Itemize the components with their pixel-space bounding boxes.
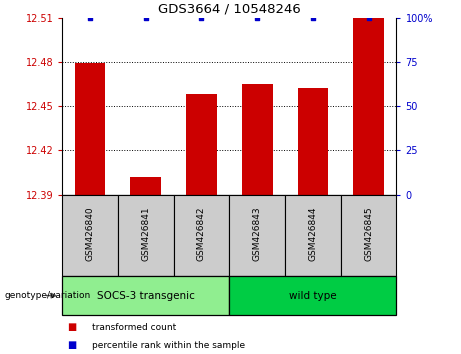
Text: GSM426840: GSM426840 xyxy=(86,206,95,261)
Bar xyxy=(285,195,341,276)
Point xyxy=(365,15,372,21)
Text: GSM426843: GSM426843 xyxy=(253,206,262,261)
Bar xyxy=(130,177,161,195)
Bar xyxy=(174,195,229,276)
Text: percentile rank within the sample: percentile rank within the sample xyxy=(92,341,245,350)
Text: GSM426844: GSM426844 xyxy=(308,206,318,261)
Text: wild type: wild type xyxy=(289,291,337,301)
Title: GDS3664 / 10548246: GDS3664 / 10548246 xyxy=(158,2,301,15)
Bar xyxy=(298,88,328,195)
Text: GSM426845: GSM426845 xyxy=(364,206,373,261)
Text: genotype/variation: genotype/variation xyxy=(5,291,91,300)
Text: ■: ■ xyxy=(67,322,76,332)
Bar xyxy=(186,95,217,195)
Bar xyxy=(229,195,285,276)
Bar xyxy=(118,195,174,276)
Point xyxy=(198,15,205,21)
Text: SOCS-3 transgenic: SOCS-3 transgenic xyxy=(97,291,195,301)
Bar xyxy=(229,276,396,315)
Text: GSM426841: GSM426841 xyxy=(141,206,150,261)
Point xyxy=(309,15,317,21)
Text: GSM426842: GSM426842 xyxy=(197,206,206,261)
Point xyxy=(254,15,261,21)
Bar xyxy=(353,18,384,195)
Text: ■: ■ xyxy=(67,340,76,350)
Bar xyxy=(62,276,229,315)
Bar xyxy=(62,195,118,276)
Text: transformed count: transformed count xyxy=(92,323,177,332)
Bar xyxy=(242,84,272,195)
Point xyxy=(86,15,94,21)
Bar xyxy=(341,195,396,276)
Point xyxy=(142,15,149,21)
Bar xyxy=(75,63,106,195)
